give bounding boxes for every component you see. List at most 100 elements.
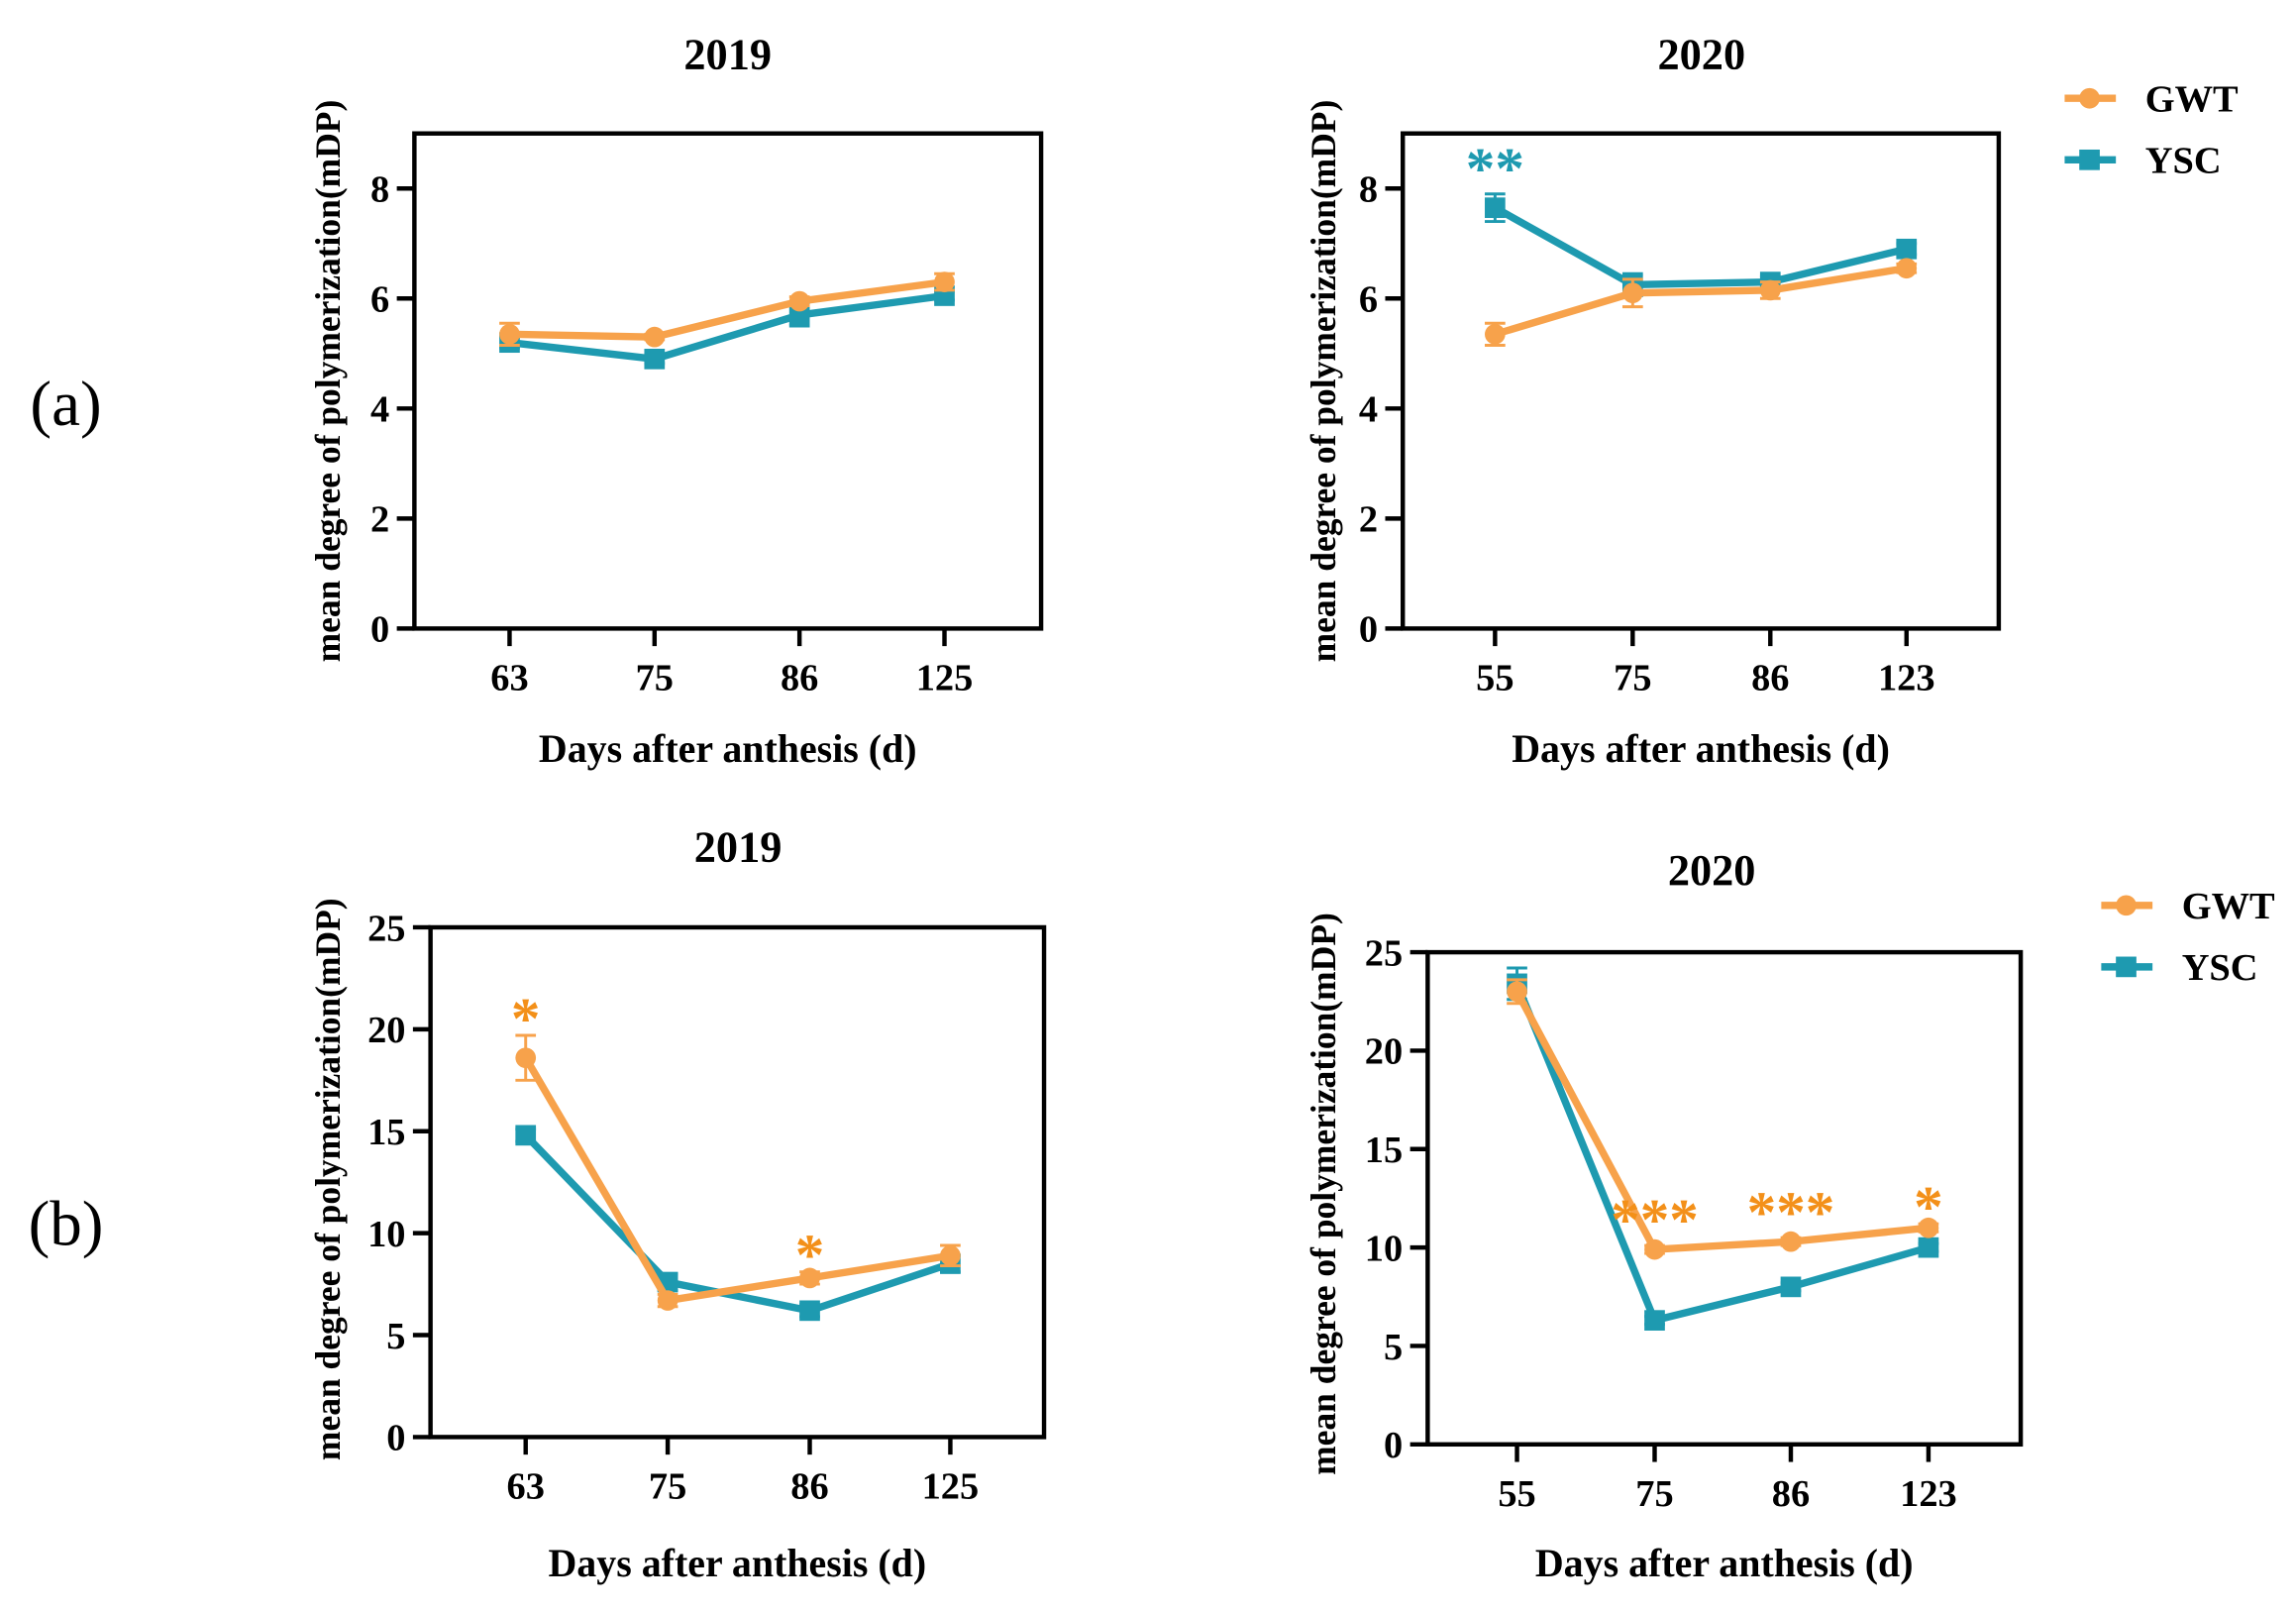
x-tick-label: 63 bbox=[507, 1466, 545, 1508]
data-point-YSC bbox=[1485, 197, 1506, 219]
y-tick-label: 15 bbox=[1365, 1129, 1403, 1171]
x-tick-label: 75 bbox=[1614, 657, 1651, 699]
chart-title: 2019 bbox=[683, 30, 772, 79]
x-tick-label: 125 bbox=[922, 1466, 980, 1508]
legend-marker-square bbox=[2079, 149, 2100, 170]
x-axis-label: Days after anthesis (d) bbox=[539, 726, 917, 771]
series-line-YSC bbox=[1493, 204, 1908, 289]
data-point-GWT bbox=[1918, 1217, 1939, 1238]
plot-frame bbox=[1401, 131, 2002, 631]
data-point-GWT bbox=[1485, 324, 1506, 345]
data-point-GWT bbox=[1644, 1238, 1665, 1260]
series-line-YSC bbox=[1513, 982, 1930, 1325]
row-label-b: (b) bbox=[29, 1189, 104, 1260]
y-axis-label: mean degree of polymerization(mDP) bbox=[1304, 913, 1343, 1475]
series-line-GWT bbox=[1494, 265, 1908, 338]
x-tick-label: 55 bbox=[1476, 657, 1513, 699]
series-line-GWT bbox=[522, 1055, 952, 1305]
legend-label: GWT bbox=[2145, 79, 2239, 121]
y-tick-label: 10 bbox=[1365, 1228, 1403, 1269]
data-point-GWT bbox=[515, 1047, 537, 1069]
y-tick-label: 4 bbox=[370, 389, 389, 431]
row-label-a: (a) bbox=[30, 369, 101, 440]
chart-panel-b-2020: 2020 0 5 10 15 20 25 55 75 86 123 Days after anthes… bbox=[1304, 845, 2275, 1585]
data-point-GWT bbox=[934, 271, 955, 292]
y-tick-label: 2 bbox=[1359, 499, 1378, 541]
data-point-GWT bbox=[657, 1290, 678, 1311]
legend-label: YSC bbox=[2145, 141, 2222, 182]
data-point-YSC bbox=[1780, 1276, 1802, 1298]
data-point-GWT bbox=[788, 290, 810, 312]
y-tick-label: 25 bbox=[367, 908, 405, 949]
y-tick-label: 0 bbox=[386, 1418, 405, 1459]
chart-panel-a-2019: 2019 0 2 4 6 8 63 75 86 125 Days after anthesis (d… bbox=[308, 30, 1044, 771]
plot-frame bbox=[412, 131, 1044, 631]
x-axis-label: Days after anthesis (d) bbox=[1535, 1541, 1914, 1585]
x-tick-label: 123 bbox=[1878, 657, 1935, 699]
data-point-GWT bbox=[1780, 1231, 1802, 1252]
data-point-GWT bbox=[644, 326, 666, 348]
legend-item-YSC: YSC bbox=[2101, 947, 2258, 989]
chart-title: 2020 bbox=[1668, 845, 1756, 895]
legend-marker-circle bbox=[2116, 895, 2137, 916]
data-point-YSC bbox=[1644, 1310, 1665, 1331]
y-axis-label: mean degree of polymerization(mDP) bbox=[308, 898, 348, 1460]
data-point-GWT bbox=[1507, 981, 1527, 1003]
significance-annotation: *** bbox=[1611, 1187, 1699, 1252]
legend-item-GWT: GWT bbox=[2064, 79, 2239, 121]
significance-annotation: * bbox=[511, 986, 541, 1051]
y-tick-label: 20 bbox=[1365, 1031, 1403, 1073]
series-line-YSC bbox=[509, 291, 946, 364]
data-point-GWT bbox=[1759, 279, 1781, 301]
significance-annotation: * bbox=[1914, 1174, 1943, 1239]
x-tick-label: 86 bbox=[1751, 657, 1789, 699]
y-axis-label: mean degree of polymerization(mDP) bbox=[1304, 100, 1343, 663]
y-tick-label: 6 bbox=[370, 279, 389, 321]
legend-marker-square bbox=[2116, 956, 2137, 978]
y-tick-label: 10 bbox=[367, 1214, 405, 1255]
x-axis-label: Days after anthesis (d) bbox=[548, 1541, 926, 1585]
legend-marker-circle bbox=[2079, 87, 2100, 109]
x-tick-label: 55 bbox=[1498, 1473, 1535, 1515]
x-tick-label: 75 bbox=[1635, 1473, 1673, 1515]
x-axis-label: Days after anthesis (d) bbox=[1512, 726, 1890, 771]
data-point-GWT bbox=[1896, 258, 1918, 279]
y-tick-label: 4 bbox=[1359, 389, 1378, 431]
x-tick-label: 63 bbox=[490, 657, 528, 699]
chart-panel-a-2020: 2020 0 2 4 6 8 55 75 86 123 Days after anthesis (d… bbox=[1304, 30, 2239, 771]
x-tick-label: 75 bbox=[636, 657, 674, 699]
y-tick-label: 20 bbox=[367, 1010, 405, 1051]
legend-item-GWT: GWT bbox=[2101, 886, 2275, 927]
significance-annotation: ** bbox=[1466, 136, 1524, 201]
data-point-YSC bbox=[799, 1300, 820, 1322]
y-tick-label: 2 bbox=[370, 499, 389, 541]
y-tick-label: 5 bbox=[1384, 1327, 1403, 1368]
data-point-YSC bbox=[515, 1125, 537, 1146]
data-point-YSC bbox=[1918, 1237, 1939, 1258]
data-point-GWT bbox=[499, 324, 520, 345]
data-point-YSC bbox=[1896, 238, 1918, 260]
plot-frame bbox=[428, 924, 1047, 1440]
series-line-GWT bbox=[1513, 990, 1930, 1253]
legend-item-YSC: YSC bbox=[2064, 141, 2222, 182]
legend-label: YSC bbox=[2182, 947, 2258, 989]
x-tick-label: 75 bbox=[649, 1466, 686, 1508]
data-point-YSC bbox=[644, 348, 666, 370]
y-tick-label: 15 bbox=[367, 1112, 405, 1153]
y-tick-label: 8 bbox=[370, 169, 389, 211]
series-line-YSC bbox=[523, 1132, 952, 1315]
data-point-GWT bbox=[1621, 282, 1643, 304]
x-tick-label: 86 bbox=[790, 1466, 828, 1508]
y-axis-label: mean degree of polymerization(mDP) bbox=[308, 100, 348, 663]
significance-annotation: * bbox=[795, 1223, 825, 1288]
data-point-GWT bbox=[940, 1244, 961, 1266]
series-line-GWT bbox=[509, 277, 946, 341]
y-tick-label: 0 bbox=[370, 609, 389, 651]
x-tick-label: 86 bbox=[1772, 1473, 1810, 1515]
x-tick-label: 123 bbox=[1900, 1473, 1957, 1515]
chart-title: 2019 bbox=[694, 821, 783, 871]
y-tick-label: 8 bbox=[1359, 169, 1378, 211]
chart-title: 2020 bbox=[1657, 30, 1745, 79]
data-point-GWT bbox=[799, 1267, 820, 1289]
